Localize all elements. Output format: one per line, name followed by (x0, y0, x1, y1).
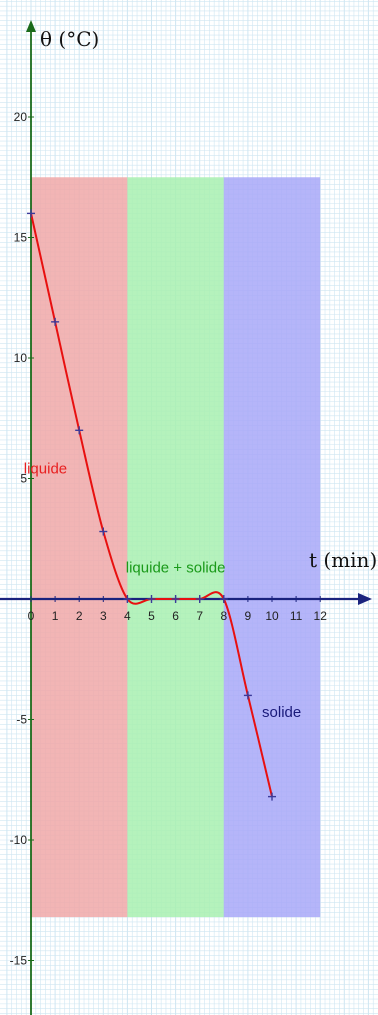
data-point (219, 595, 228, 603)
x-tick-label: 1 (52, 609, 59, 623)
y-tick-label: -10 (10, 833, 28, 847)
data-point (195, 595, 204, 603)
y-tick-label: 20 (14, 110, 28, 124)
x-tick-label: 7 (196, 609, 203, 623)
x-tick-label: 5 (148, 609, 155, 623)
y-axis-label: θ (°C) (40, 27, 99, 51)
x-tick-label: 4 (124, 609, 131, 623)
data-point (123, 595, 132, 603)
y-tick-label: 15 (14, 231, 28, 245)
region-1 (127, 177, 224, 918)
data-point (51, 317, 60, 326)
y-tick-label: 5 (20, 472, 27, 486)
y-tick-label: -5 (16, 713, 27, 727)
data-point (243, 691, 252, 700)
x-tick-label: 12 (314, 609, 328, 623)
x-tick-label: 6 (172, 609, 179, 623)
x-tick-label: 3 (100, 609, 107, 623)
x-tick-label: 2 (76, 609, 83, 623)
data-point (147, 595, 156, 603)
data-point (268, 792, 276, 801)
x-tick-label: 0 (28, 609, 35, 623)
region-2 (223, 177, 321, 918)
data-point (75, 426, 84, 435)
x-axis-arrow (358, 593, 372, 605)
series-line-0 (30, 213, 273, 797)
x-axis-label: t (min) (309, 548, 377, 572)
y-tick-label: 10 (14, 351, 28, 365)
x-tick-label: 9 (245, 609, 252, 623)
region-label-1: liquide + solide (126, 559, 226, 576)
data-point (27, 209, 35, 218)
region-label-0: liquide (24, 461, 67, 478)
data-point (171, 595, 180, 603)
y-tick-label: -15 (10, 954, 28, 968)
phase-regions (31, 177, 321, 918)
x-tick-label: 10 (265, 609, 279, 623)
y-axis-arrow (26, 20, 36, 32)
series (27, 209, 276, 801)
region-0 (31, 177, 128, 918)
annotations: liquide liquide + solide solide (24, 461, 301, 721)
x-tick-label: 8 (220, 609, 227, 623)
region-label-2: solide (262, 704, 301, 721)
x-tick-label: 11 (290, 609, 303, 623)
data-point (99, 527, 108, 536)
